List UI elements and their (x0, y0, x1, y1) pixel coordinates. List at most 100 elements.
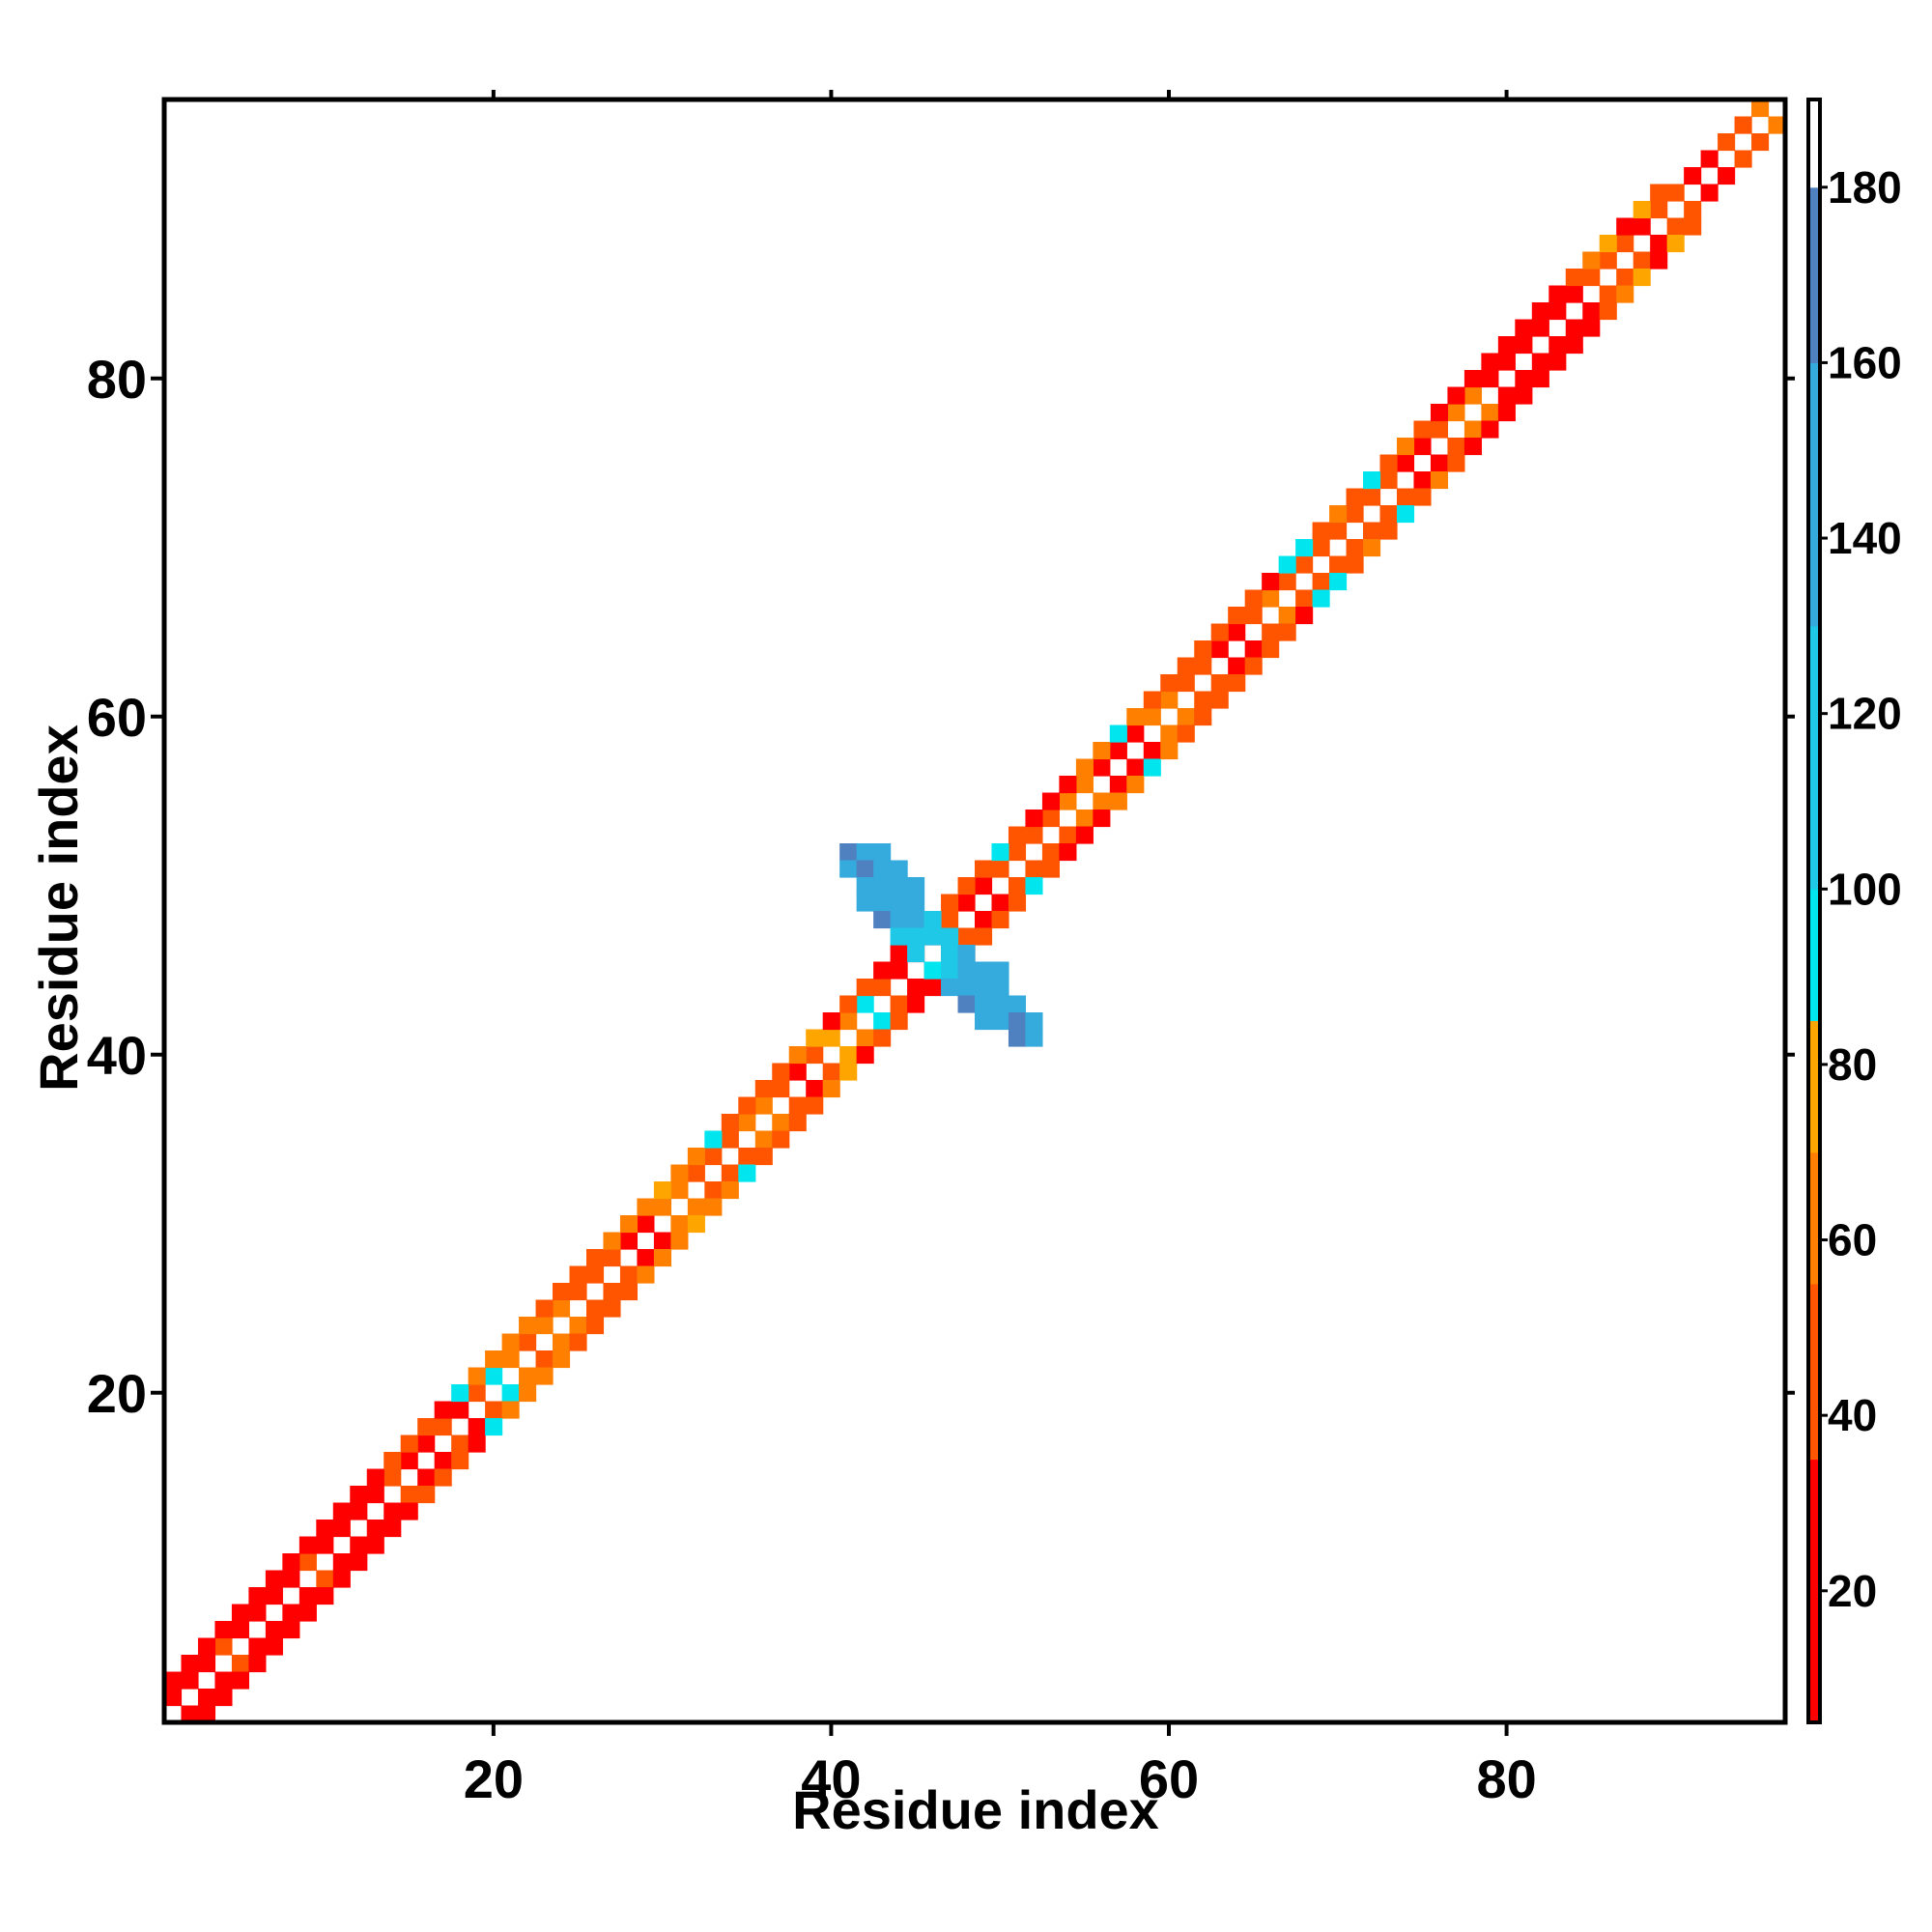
heatmap-cell (822, 1012, 840, 1031)
heatmap-cell (907, 945, 925, 963)
heatmap-cell (1463, 386, 1482, 405)
heatmap-cell (1447, 438, 1465, 456)
heatmap-cell (873, 979, 892, 997)
heatmap-cell (501, 1350, 520, 1369)
heatmap-cell (366, 1536, 384, 1554)
heatmap-cell (350, 1553, 368, 1572)
heatmap-cell (1515, 370, 1533, 388)
heatmap-cell (1582, 251, 1601, 270)
heatmap-cell (1616, 285, 1634, 303)
heatmap-cell (957, 961, 976, 980)
x-tick-label: 40 (801, 1748, 861, 1809)
heatmap-cell (1379, 522, 1398, 540)
heatmap-cell (991, 961, 1009, 980)
colorbar-segment (1808, 1283, 1820, 1461)
heatmap-cell (214, 1621, 233, 1639)
heatmap-cell (468, 1384, 486, 1403)
heatmap-cell (907, 894, 925, 912)
heatmap-cell (1194, 691, 1212, 709)
heatmap-cell (231, 1655, 249, 1673)
heatmap-cell (1093, 758, 1111, 777)
heatmap-cell (1616, 217, 1634, 236)
heatmap-cell (1531, 302, 1549, 321)
heatmap-cell (1312, 539, 1330, 557)
heatmap-cell (1497, 353, 1516, 371)
heatmap-cell (1008, 826, 1027, 844)
heatmap-cell (721, 1181, 739, 1200)
heatmap-cell (1363, 539, 1381, 557)
heatmap-cell (721, 1130, 739, 1149)
heatmap-cell (298, 1604, 317, 1622)
heatmap-cell (1718, 167, 1736, 185)
heatmap-cell (806, 1080, 824, 1098)
heatmap-cell (417, 1435, 436, 1453)
heatmap-cell (1228, 674, 1246, 693)
heatmap-cell (248, 1655, 267, 1673)
heatmap-cell (603, 1299, 621, 1318)
heatmap-cell (890, 877, 908, 895)
heatmap-cell (873, 1012, 892, 1031)
heatmap-cell (332, 1520, 351, 1538)
colorbar-tick-label: 100 (1828, 864, 1902, 914)
heatmap-cell (1379, 454, 1398, 472)
heatmap-cell (1363, 488, 1381, 506)
heatmap-cell (585, 1317, 605, 1335)
heatmap-cell (1734, 116, 1752, 134)
heatmap-cell (873, 961, 892, 980)
heatmap-cell (332, 1502, 351, 1520)
heatmap-cell (788, 1114, 807, 1132)
axes: 20 40 60 80 20 40 60 80 (87, 90, 1795, 1809)
heatmap-cell (1700, 150, 1719, 168)
heatmap-cell (1565, 269, 1583, 287)
heatmap-cell (332, 1553, 351, 1572)
heatmap-cell (991, 843, 1009, 862)
heatmap-cell (350, 1502, 368, 1520)
heatmap-cell (670, 1215, 689, 1234)
heatmap-cell (248, 1604, 267, 1622)
heatmap-cell (1109, 724, 1127, 743)
heatmap-cell (1126, 724, 1145, 743)
heatmap-cell (1008, 1012, 1027, 1031)
heatmap-cell (1278, 607, 1296, 625)
colorbar-tick-label: 160 (1828, 337, 1902, 387)
heatmap-cell (923, 911, 942, 929)
heatmap-cell (772, 1114, 790, 1132)
heatmap-cell (569, 1317, 587, 1335)
heatmap-cell (738, 1114, 756, 1132)
heatmap-cell (1650, 201, 1668, 219)
heatmap-cell (957, 877, 976, 895)
heatmap-cell (637, 1215, 655, 1234)
heatmap-cell (417, 1486, 436, 1504)
heatmap-cell (519, 1384, 537, 1403)
heatmap-cell (637, 1249, 655, 1267)
heatmap-cell (1262, 623, 1280, 641)
heatmap-cell (366, 1520, 384, 1538)
heatmap-cell (298, 1536, 317, 1554)
heatmap-cell (1497, 386, 1516, 405)
heatmap-cell (1041, 860, 1060, 878)
heatmap-cell (907, 877, 925, 895)
heatmap-cell (941, 927, 959, 946)
heatmap-cell (569, 1265, 587, 1284)
heatmap-cell (1025, 1012, 1043, 1031)
heatmap-cell (975, 877, 993, 895)
heatmap-cell (1666, 217, 1685, 236)
colorbar-tick-label: 120 (1828, 689, 1902, 739)
heatmap-cell (1582, 302, 1601, 321)
heatmap-cell (501, 1384, 520, 1403)
heatmap-cell (856, 877, 874, 895)
heatmap-cell (856, 894, 874, 912)
heatmap-cell (1346, 555, 1364, 574)
heatmap-cell (248, 1637, 267, 1656)
heatmap-cell (619, 1232, 639, 1250)
heatmap-cell (1463, 420, 1482, 439)
heatmap-cell (670, 1164, 689, 1182)
heatmap-cell (553, 1350, 571, 1369)
heatmap-cell (856, 860, 874, 878)
colorbar-segment (1808, 1020, 1820, 1153)
heatmap-cell (1177, 657, 1195, 675)
heatmap-cell (1599, 302, 1617, 321)
heatmap-cell (839, 995, 858, 1013)
heatmap-cells (164, 99, 1786, 1723)
